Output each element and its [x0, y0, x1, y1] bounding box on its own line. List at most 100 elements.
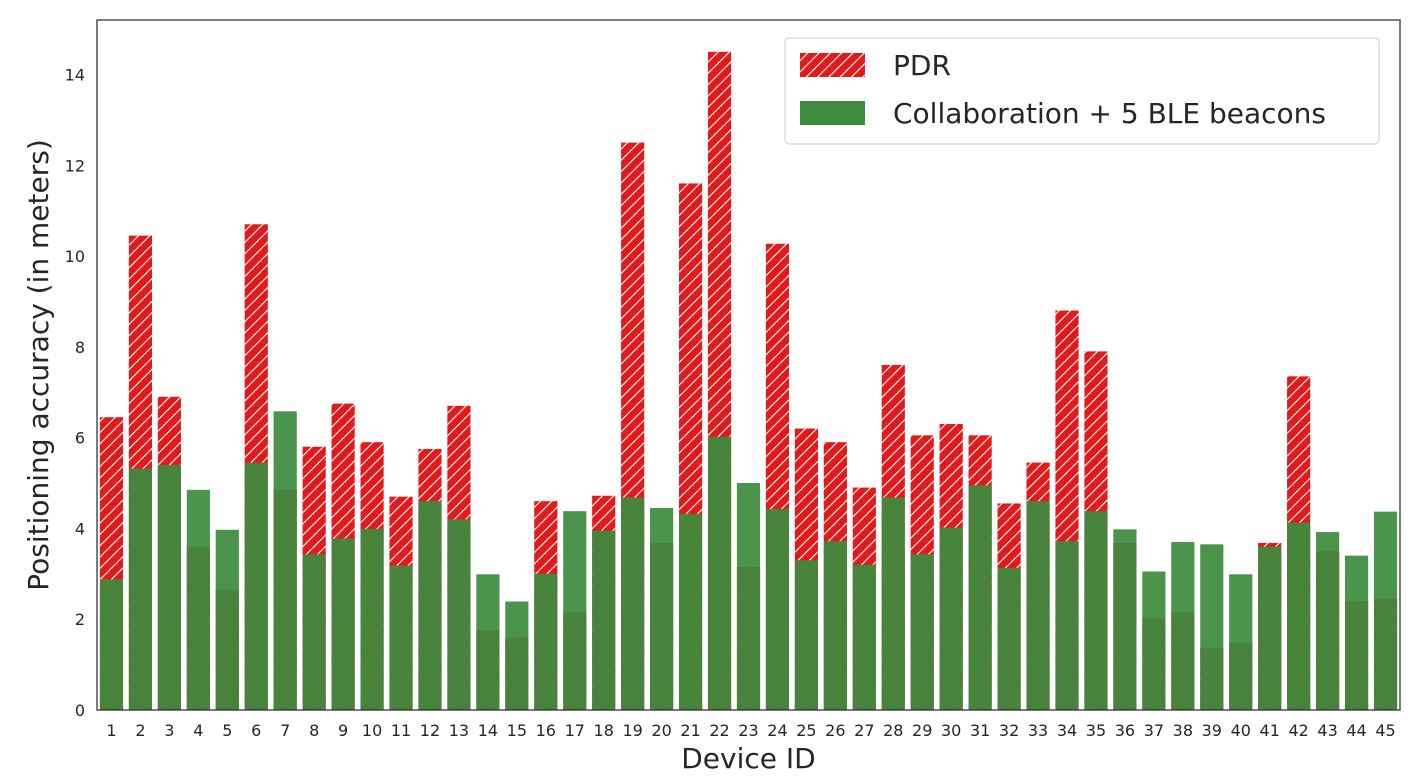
y-tick-label: 4 — [75, 519, 85, 538]
bar-overlap-hatch — [244, 462, 268, 710]
legend: PDR Collaboration + 5 BLE beacons — [784, 37, 1380, 145]
y-tick-label: 14 — [65, 65, 85, 84]
bar-overlap-hatch — [592, 530, 616, 710]
y-tick-label: 6 — [75, 429, 85, 448]
x-tick-label: 15 — [507, 721, 527, 740]
bar-overlap-hatch — [476, 630, 500, 710]
bar-overlap-hatch — [823, 541, 847, 710]
legend-label-pdr: PDR — [893, 49, 951, 82]
x-tick-label: 2 — [135, 721, 145, 740]
bar-overlap-hatch — [1344, 601, 1369, 710]
y-tick-label: 0 — [75, 701, 85, 720]
x-tick-label: 11 — [391, 721, 411, 740]
x-tick-label: 42 — [1288, 721, 1308, 740]
x-axis-ticks: 1 2 3 4 5 6 7 8 9 10 11 12 13 14 15 16 17 18 19 20 21 22 23 24 2… — [106, 721, 1395, 740]
legend-swatch-pdr — [800, 53, 865, 77]
x-tick-label: 41 — [1260, 721, 1280, 740]
bar-overlap-hatch — [1171, 612, 1195, 710]
x-tick-label: 39 — [1202, 721, 1222, 740]
y-axis-ticks: 0 2 4 6 8 10 12 14 — [65, 65, 85, 720]
y-axis-label: Positioning accuracy (in meters) — [22, 139, 55, 591]
x-tick-label: 22 — [709, 721, 729, 740]
bar-overlap-hatch — [939, 527, 963, 710]
bar-overlap-hatch — [650, 542, 674, 710]
bar-overlap-hatch — [997, 567, 1021, 710]
x-tick-label: 4 — [193, 721, 203, 740]
bar-overlap-hatch — [679, 513, 703, 710]
x-tick-label: 33 — [1028, 721, 1048, 740]
x-tick-label: 27 — [854, 721, 874, 740]
x-tick-label: 10 — [362, 721, 382, 740]
x-tick-label: 17 — [565, 721, 585, 740]
bar-overlap-hatch — [302, 554, 326, 710]
bar-overlap-hatch — [1142, 618, 1166, 710]
x-tick-label: 44 — [1346, 721, 1366, 740]
bar-overlap-hatch — [736, 567, 761, 710]
bar-overlap-hatch — [360, 528, 384, 710]
x-tick-label: 20 — [651, 721, 671, 740]
y-tick-label: 10 — [65, 247, 85, 266]
x-tick-label: 35 — [1086, 721, 1106, 740]
bar-overlap-hatch — [157, 464, 181, 710]
x-tick-label: 34 — [1057, 721, 1077, 740]
x-tick-label: 30 — [941, 721, 961, 740]
x-tick-label: 18 — [594, 721, 614, 740]
bar-overlap-hatch — [1026, 501, 1050, 710]
x-tick-label: 13 — [449, 721, 469, 740]
plot-area — [99, 51, 1398, 711]
x-tick-label: 7 — [280, 721, 290, 740]
bar-overlap-hatch — [447, 519, 471, 710]
x-tick-label: 40 — [1231, 721, 1251, 740]
bar-overlap-hatch — [273, 489, 297, 710]
bar-overlap-hatch — [621, 497, 645, 710]
bar-overlap-hatch — [1229, 642, 1253, 710]
x-tick-label: 5 — [222, 721, 232, 740]
bar-overlap-hatch — [707, 436, 732, 710]
x-tick-label: 45 — [1375, 721, 1395, 740]
bar-overlap-hatch — [852, 564, 876, 710]
bar-overlap-hatch — [1113, 542, 1137, 710]
bar-overlap-hatch — [186, 546, 210, 710]
bar-overlap-hatch — [563, 612, 587, 710]
bar-overlap-hatch — [505, 637, 529, 710]
x-tick-label: 9 — [338, 721, 348, 740]
x-tick-label: 31 — [970, 721, 990, 740]
y-tick-label: 8 — [75, 338, 85, 357]
bar-overlap-hatch — [1055, 541, 1079, 710]
x-tick-label: 12 — [420, 721, 440, 740]
bar-overlap-hatch — [1316, 551, 1340, 710]
x-tick-label: 21 — [680, 721, 700, 740]
bar-overlap-hatch — [128, 468, 153, 710]
bar-overlap-hatch — [389, 565, 413, 710]
x-tick-label: 8 — [309, 721, 319, 740]
plot-frame — [96, 19, 1401, 711]
x-tick-label: 36 — [1115, 721, 1135, 740]
x-tick-label: 37 — [1144, 721, 1164, 740]
x-tick-label: 28 — [883, 721, 903, 740]
y-tick-label: 2 — [75, 610, 85, 629]
bar-overlap-hatch — [794, 560, 818, 710]
y-tick-label: 12 — [65, 156, 85, 175]
bar-overlap-hatch — [1258, 546, 1282, 710]
legend-box — [784, 37, 1380, 145]
x-tick-label: 19 — [622, 721, 642, 740]
x-axis-label: Device ID — [681, 742, 815, 775]
bar-overlap-hatch — [881, 497, 905, 710]
bar-overlap-hatch — [1373, 598, 1398, 710]
bar-overlap-hatch — [910, 554, 934, 710]
bar-overlap-hatch — [331, 538, 355, 710]
x-tick-label: 29 — [912, 721, 932, 740]
x-tick-label: 38 — [1173, 721, 1193, 740]
bar-overlap-hatch — [1084, 511, 1108, 710]
x-tick-label: 43 — [1317, 721, 1337, 740]
legend-label-collab: Collaboration + 5 BLE beacons — [893, 97, 1326, 130]
x-tick-label: 26 — [825, 721, 845, 740]
x-tick-label: 24 — [767, 721, 787, 740]
bar-overlap-hatch — [765, 508, 790, 710]
bar-overlap-hatch — [968, 485, 992, 710]
bar-overlap-hatch — [1200, 647, 1224, 710]
bar-overlap-hatch — [215, 589, 239, 710]
x-tick-label: 1 — [106, 721, 116, 740]
bar-overlap-hatch — [99, 579, 124, 710]
